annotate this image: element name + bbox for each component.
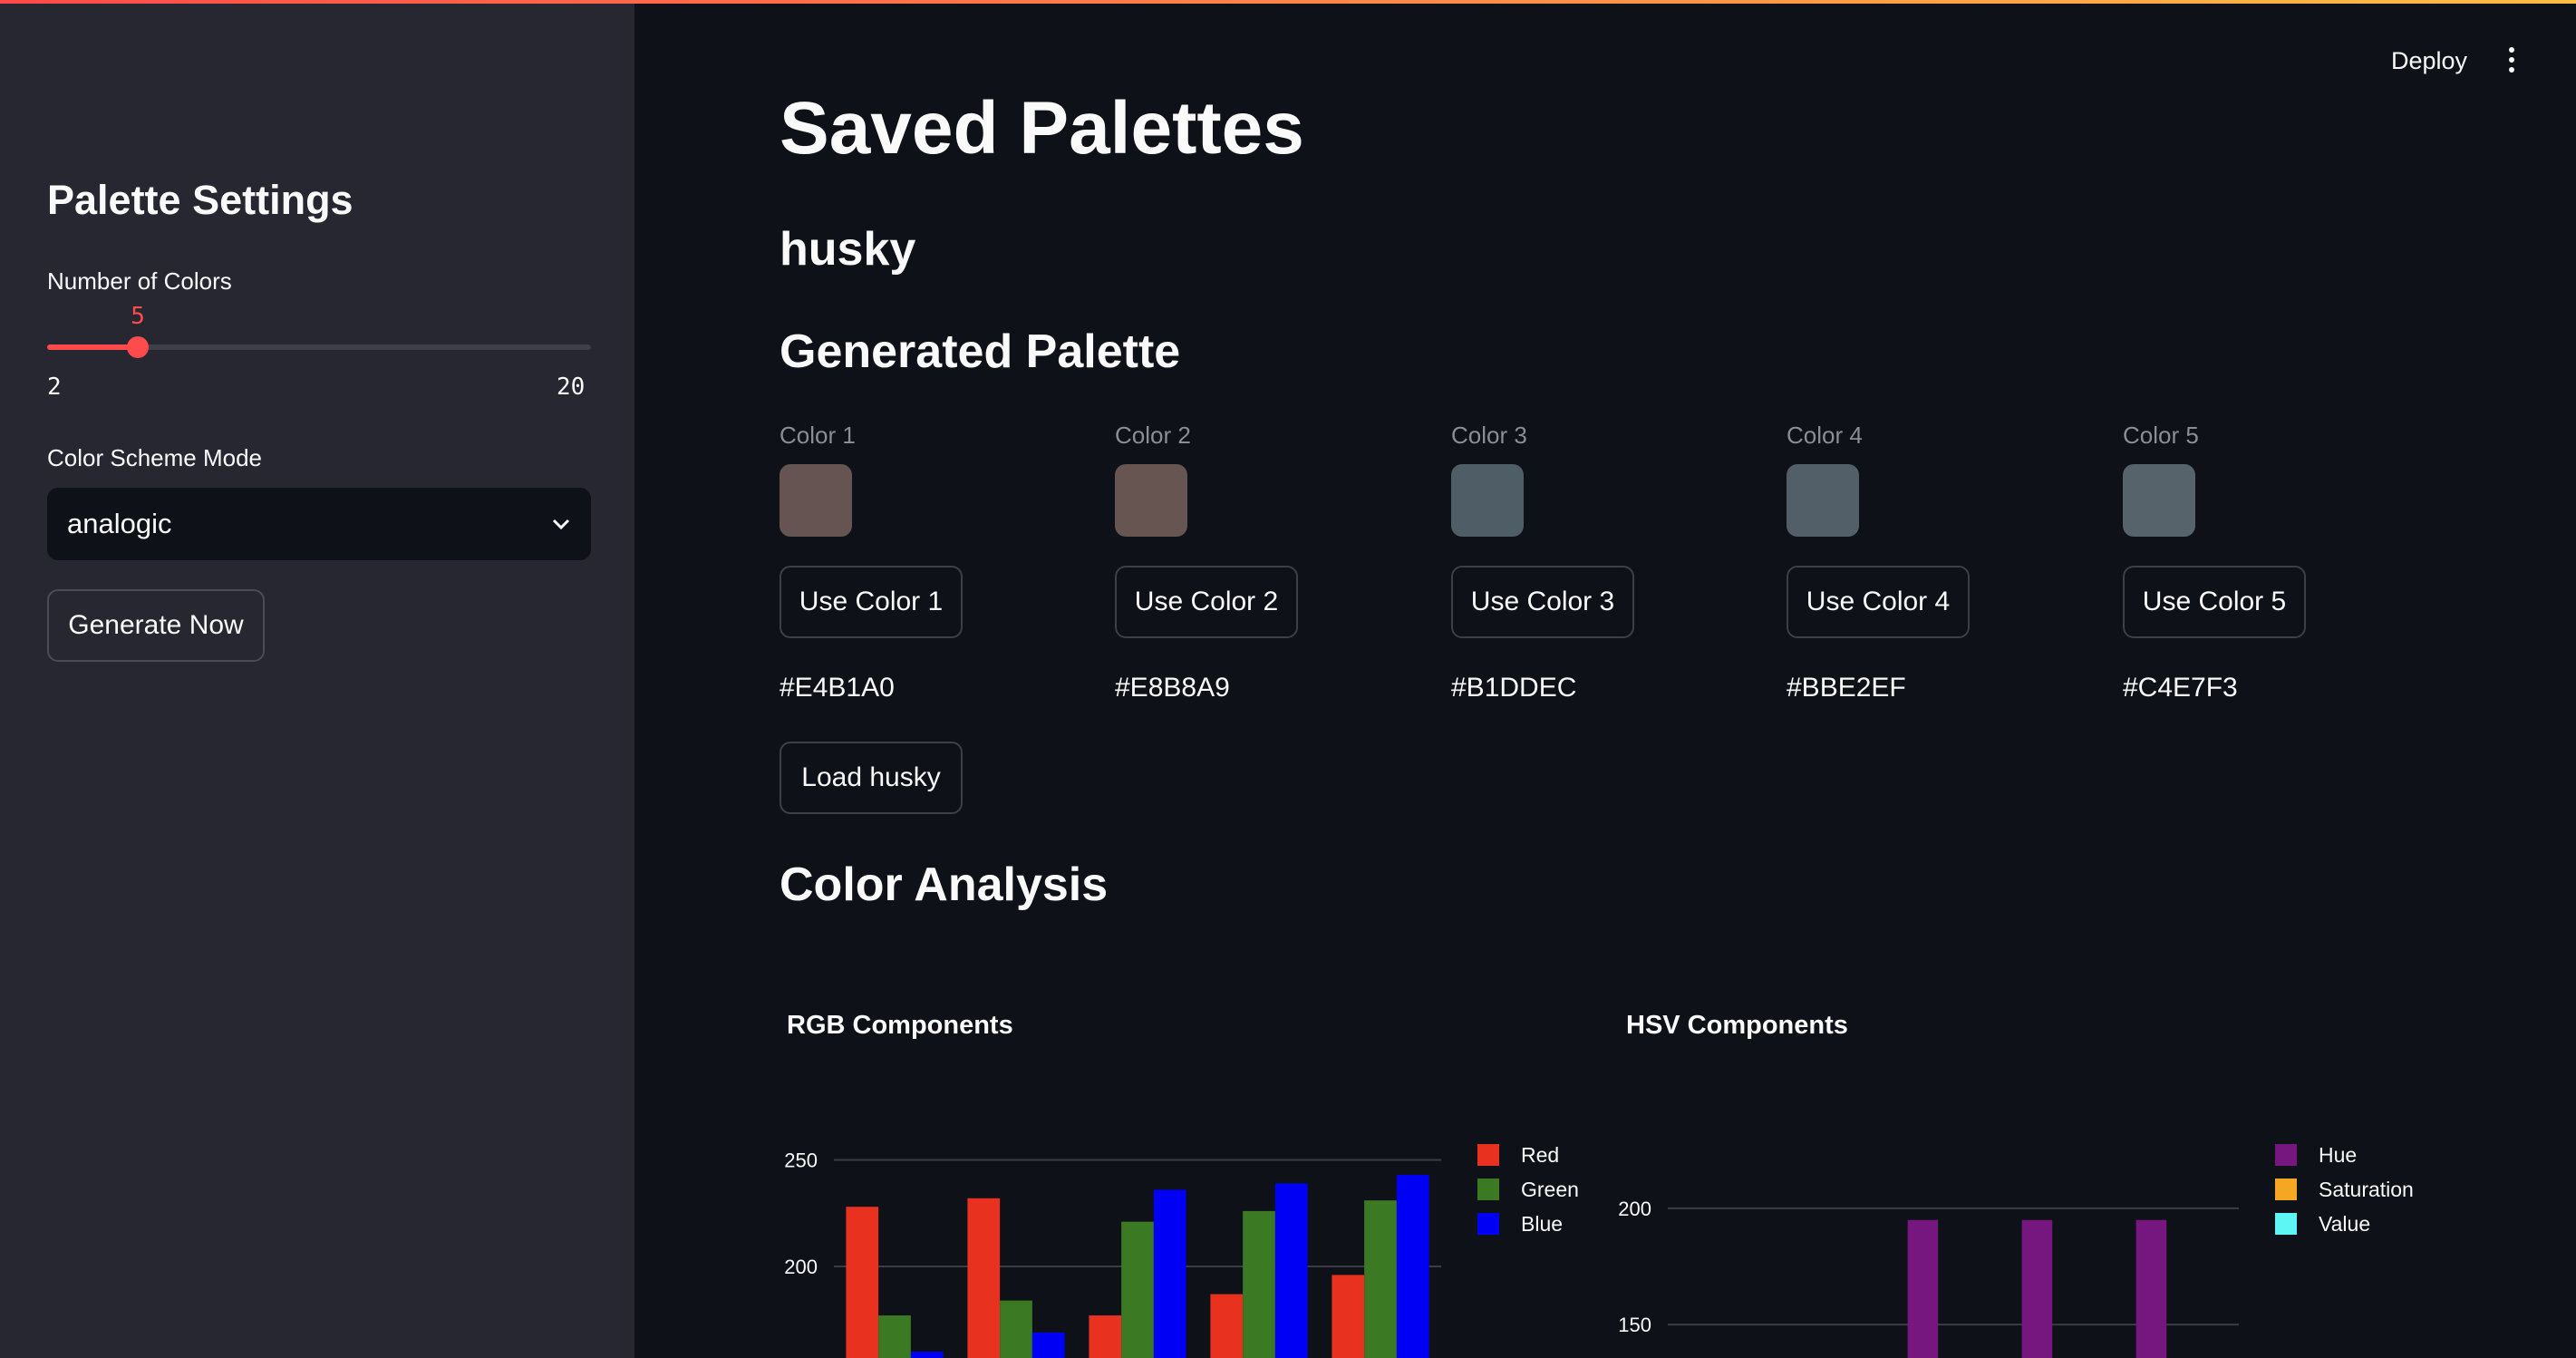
generate-now-button[interactable]: Generate Now	[47, 589, 265, 662]
legend-label: Green	[1521, 1177, 1579, 1201]
bar-blue[interactable]	[1153, 1189, 1186, 1358]
color-label: Color 4	[1787, 422, 1863, 449]
num-colors-slider[interactable]	[47, 336, 591, 358]
y-tick-label: 200	[784, 1256, 818, 1278]
sidebar: Palette Settings Number of Colors 5 2 20…	[0, 0, 634, 1358]
y-tick-label: 200	[1618, 1198, 1651, 1220]
legend-item[interactable]: Red	[1477, 1138, 1579, 1172]
legend-swatch	[1477, 1144, 1499, 1166]
color-hex: #E8B8A9	[1115, 673, 1230, 703]
hsv-components-chart: 200 150	[1618, 1198, 2239, 1358]
more-options-icon[interactable]	[2509, 47, 2518, 77]
y-tick-label: 150	[1618, 1314, 1651, 1336]
legend-label: Hue	[2319, 1142, 2358, 1167]
num-colors-label: Number of Colors	[47, 267, 232, 295]
scheme-mode-label: Color Scheme Mode	[47, 444, 262, 471]
use-color-button[interactable]: Use Color 3	[1451, 566, 1634, 638]
bar-hue[interactable]	[2021, 1219, 2053, 1358]
bar-green[interactable]	[1121, 1221, 1154, 1358]
bar-red[interactable]	[1089, 1315, 1122, 1358]
bar-green[interactable]	[1000, 1300, 1032, 1358]
color-hex: #BBE2EF	[1787, 673, 1906, 703]
bar-green[interactable]	[878, 1315, 911, 1358]
legend-label: Saturation	[2319, 1177, 2414, 1201]
use-color-button[interactable]: Use Color 4	[1787, 566, 1970, 638]
color-hex: #B1DDEC	[1451, 673, 1577, 703]
slider-fill	[47, 344, 139, 350]
legend-swatch	[1477, 1213, 1499, 1235]
palette-name: husky	[780, 223, 916, 276]
use-color-button[interactable]: Use Color 5	[2123, 566, 2306, 638]
chevron-down-icon	[552, 519, 570, 530]
bar-blue[interactable]	[1031, 1332, 1065, 1358]
slider-max: 20	[557, 373, 586, 401]
bar-green[interactable]	[1364, 1200, 1397, 1358]
bar-red[interactable]	[1210, 1294, 1244, 1358]
color-analysis-heading: Color Analysis	[780, 858, 1109, 911]
bar-red[interactable]	[846, 1207, 879, 1358]
legend-label: Blue	[1521, 1211, 1564, 1236]
scheme-mode-value: analogic	[67, 508, 172, 539]
bar-hue[interactable]	[2135, 1219, 2167, 1358]
hsv-chart-title: HSV Components	[1626, 1011, 1848, 1040]
bar-red[interactable]	[1332, 1275, 1365, 1358]
color-swatch[interactable]	[780, 464, 852, 537]
slider-value: 5	[131, 303, 145, 330]
slider-thumb[interactable]	[127, 336, 150, 358]
color-hex: #C4E7F3	[2123, 673, 2238, 703]
legend-swatch	[1477, 1179, 1499, 1200]
legend-item[interactable]: Value	[2275, 1207, 2414, 1241]
color-label: Color 3	[1451, 422, 1527, 449]
rgb-legend: Red Green Blue	[1477, 1138, 1579, 1241]
page-title: Saved Palettes	[780, 87, 1304, 170]
color-swatch[interactable]	[1115, 464, 1187, 537]
bar-blue[interactable]	[1274, 1183, 1308, 1358]
color-label: Color 5	[2123, 422, 2199, 449]
bar-green[interactable]	[1243, 1210, 1275, 1358]
y-tick-label: 250	[784, 1149, 818, 1172]
color-swatch[interactable]	[2123, 464, 2195, 537]
bar-blue[interactable]	[1396, 1174, 1429, 1358]
color-swatch[interactable]	[1451, 464, 1524, 537]
scheme-mode-select[interactable]: analogic	[47, 488, 591, 560]
rgb-chart-title: RGB Components	[787, 1011, 1013, 1040]
use-color-button[interactable]: Use Color 1	[780, 566, 963, 638]
hsv-legend: Hue Saturation Value	[2275, 1138, 2414, 1241]
legend-swatch	[2275, 1144, 2297, 1166]
legend-item[interactable]: Blue	[1477, 1207, 1579, 1241]
sidebar-title: Palette Settings	[47, 177, 353, 223]
slider-min: 2	[47, 373, 62, 401]
deploy-button[interactable]: Deploy	[2391, 47, 2468, 74]
load-palette-button[interactable]: Load husky	[780, 742, 963, 814]
bar-blue[interactable]	[910, 1352, 944, 1358]
color-label: Color 1	[780, 422, 856, 449]
legend-swatch	[2275, 1213, 2297, 1235]
legend-item[interactable]: Hue	[2275, 1138, 2414, 1172]
color-swatch[interactable]	[1787, 464, 1859, 537]
legend-label: Value	[2319, 1211, 2371, 1236]
top-accent-bar	[0, 0, 2576, 4]
legend-swatch	[2275, 1179, 2297, 1200]
rgb-components-chart: 250200150	[784, 1149, 1441, 1358]
color-label: Color 2	[1115, 422, 1191, 449]
bar-red[interactable]	[967, 1198, 1001, 1358]
generated-palette-heading: Generated Palette	[780, 325, 1181, 378]
legend-label: Red	[1521, 1142, 1560, 1167]
legend-item[interactable]: Saturation	[2275, 1172, 2414, 1207]
use-color-button[interactable]: Use Color 2	[1115, 566, 1298, 638]
legend-item[interactable]: Green	[1477, 1172, 1579, 1207]
bar-hue[interactable]	[1907, 1219, 1939, 1358]
color-hex: #E4B1A0	[780, 673, 895, 703]
scrollbar[interactable]	[2567, 0, 2576, 1358]
